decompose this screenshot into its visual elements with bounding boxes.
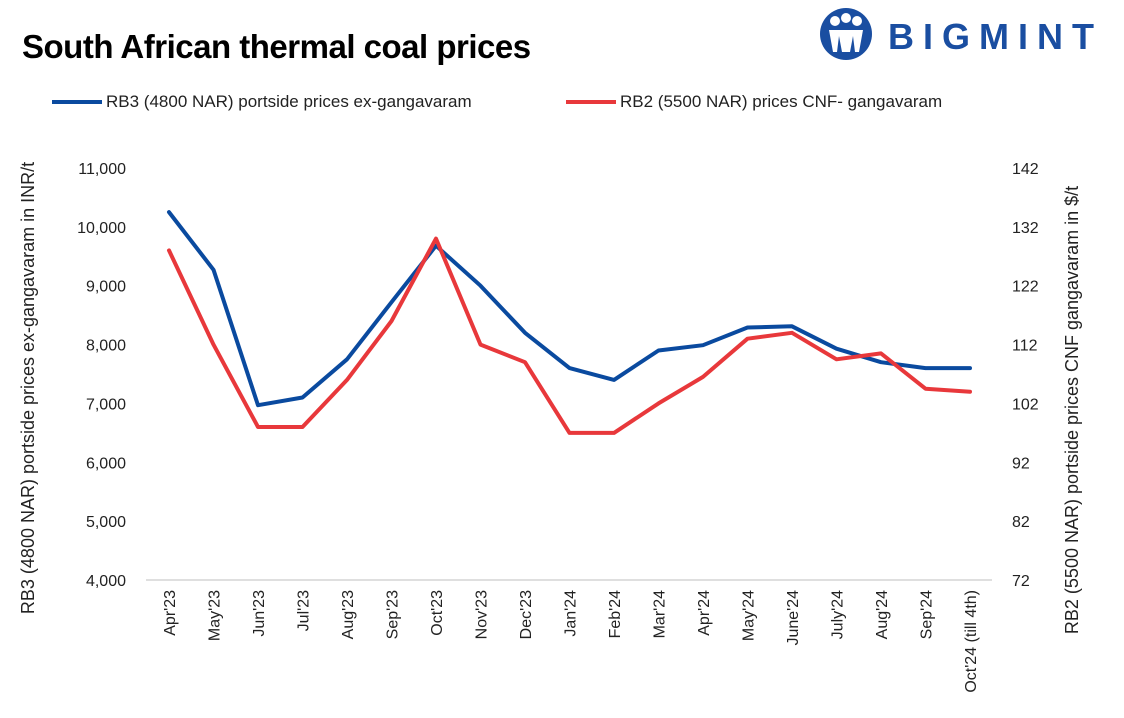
x-tick-label: Sep'24 <box>919 590 936 639</box>
x-tick-label: July'24 <box>830 590 847 639</box>
x-tick-label: Dec'23 <box>518 590 535 639</box>
brand-logo-icon <box>820 8 872 60</box>
right-axis-ticks: 72 82 92 102 112 122 132 142 <box>1012 161 1039 590</box>
right-tick-label: 142 <box>1012 161 1039 178</box>
x-tick-label: Jan'24 <box>563 590 580 637</box>
right-tick-label: 102 <box>1012 396 1039 413</box>
x-tick-label: Oct'23 <box>429 590 446 636</box>
left-tick-label: 9,000 <box>86 279 126 296</box>
x-tick-label: Aug'23 <box>340 590 357 639</box>
left-tick-label: 5,000 <box>86 514 126 531</box>
x-tick-label: June'24 <box>785 590 802 646</box>
x-tick-label: Mar'24 <box>652 590 669 639</box>
x-tick-label: Jul'23 <box>296 590 313 631</box>
right-tick-label: 132 <box>1012 220 1039 237</box>
chart-legend: RB3 (4800 NAR) portside prices ex-gangav… <box>0 92 1124 116</box>
left-tick-label: 4,000 <box>86 573 126 590</box>
series-line-rb3 <box>167 210 972 408</box>
x-tick-label: Sep'23 <box>385 590 402 639</box>
series-lines <box>167 210 972 435</box>
right-tick-label: 72 <box>1012 573 1030 590</box>
legend-item-rb3: RB3 (4800 NAR) portside prices ex-gangav… <box>52 92 472 112</box>
brand-name: BIGMINT <box>888 16 1103 57</box>
left-tick-label: 6,000 <box>86 455 126 472</box>
legend-label-rb2: RB2 (5500 NAR) prices CNF- gangavaram <box>620 92 943 111</box>
x-tick-label: Aug'24 <box>874 590 891 639</box>
chart-title: South African thermal coal prices <box>22 28 531 65</box>
x-tick-label: Nov'23 <box>474 590 491 639</box>
legend-swatch-rb3 <box>52 100 102 104</box>
right-axis-title: RB2 (5500 NAR) portside prices CNF ganga… <box>1062 186 1082 634</box>
right-tick-label: 82 <box>1012 514 1030 531</box>
x-tick-label: Oct'24 (till 4th) <box>963 590 980 693</box>
x-tick-label: May'24 <box>741 590 758 641</box>
left-tick-label: 7,000 <box>86 396 126 413</box>
left-tick-label: 11,000 <box>78 161 126 178</box>
brand-logo: BIGMINT <box>818 6 1118 62</box>
right-tick-label: 112 <box>1012 338 1038 355</box>
right-tick-label: 122 <box>1012 279 1039 296</box>
right-tick-label: 92 <box>1012 455 1030 472</box>
x-tick-label: Feb'24 <box>607 590 624 639</box>
x-tick-label: Jun'23 <box>251 590 268 637</box>
x-axis-ticks: Apr'23 May'23 Jun'23 Jul'23 Aug'23 Sep'23 Oct'… <box>162 590 980 693</box>
x-tick-label: Apr'24 <box>696 590 713 636</box>
x-tick-label: Apr'23 <box>162 590 179 636</box>
legend-swatch-rb2 <box>566 100 616 104</box>
legend-item-rb2: RB2 (5500 NAR) prices CNF- gangavaram <box>566 92 942 112</box>
x-tick-label: May'23 <box>207 590 224 641</box>
left-tick-label: 8,000 <box>86 338 126 355</box>
left-axis-title: RB3 (4800 NAR) portside prices ex-gangav… <box>18 162 38 614</box>
left-tick-label: 10,000 <box>77 220 126 237</box>
series-line-rb2 <box>167 236 972 435</box>
left-axis-ticks: 4,000 5,000 6,000 7,000 8,000 9,000 10,000 11,0… <box>77 161 126 590</box>
legend-label-rb3: RB3 (4800 NAR) portside prices ex-gangav… <box>106 92 472 111</box>
